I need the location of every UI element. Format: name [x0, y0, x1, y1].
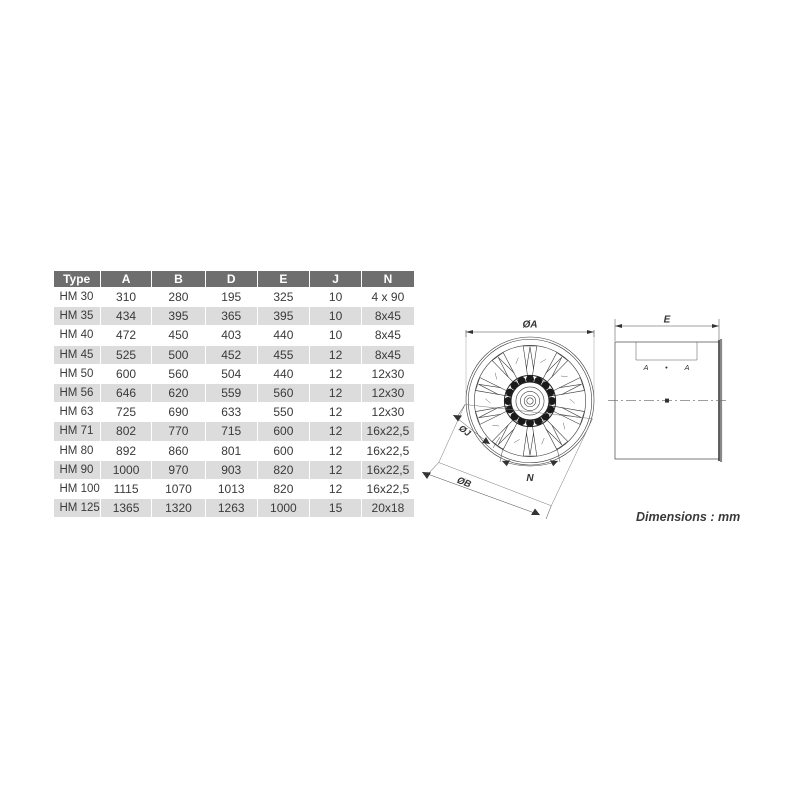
svg-text:ØB: ØB: [455, 475, 472, 490]
svg-text:Dimensions : mm: Dimensions : mm: [636, 510, 740, 524]
svg-text:A: A: [683, 363, 689, 372]
svg-text:A: A: [642, 363, 648, 372]
svg-text:ØA: ØA: [523, 320, 538, 331]
svg-text:E: E: [664, 315, 671, 326]
svg-text:N: N: [526, 473, 534, 484]
svg-text:•: •: [665, 363, 668, 372]
